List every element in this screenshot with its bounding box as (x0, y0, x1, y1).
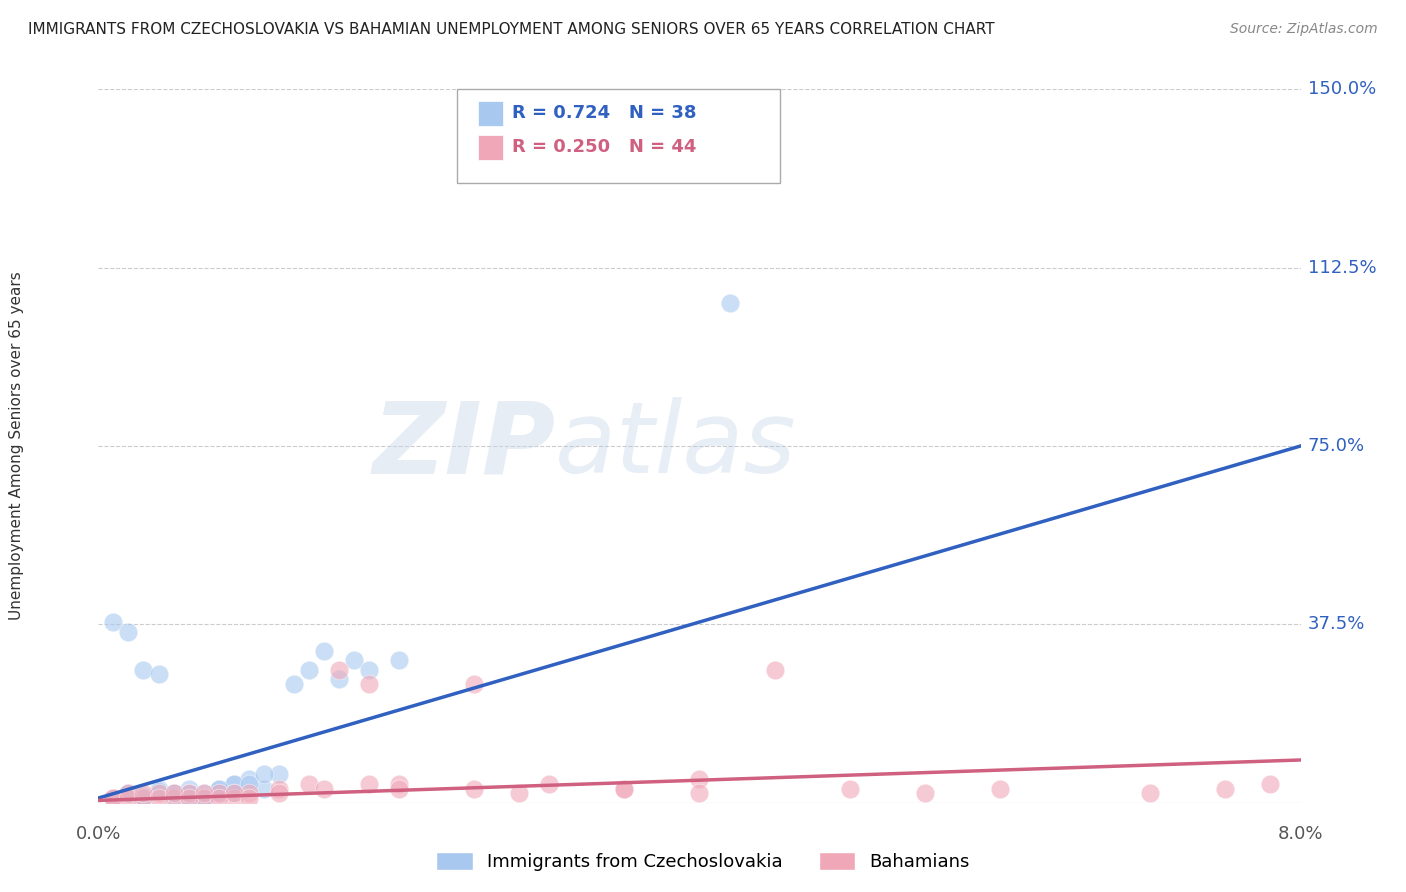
Legend: Immigrants from Czechoslovakia, Bahamians: Immigrants from Czechoslovakia, Bahamian… (429, 845, 977, 879)
Point (267, 767, 290, 781)
Text: 37.5%: 37.5% (1308, 615, 1365, 633)
Point (193, 791, 215, 805)
Point (1139, 786, 1161, 800)
Point (312, 781, 335, 796)
Point (763, 663, 786, 677)
Point (148, 786, 170, 800)
Point (613, 781, 636, 796)
Point (117, 786, 139, 800)
Point (222, 791, 245, 805)
Point (253, 781, 276, 796)
Point (463, 781, 485, 796)
Point (343, 653, 366, 667)
Point (718, 296, 741, 310)
Text: 8.0%: 8.0% (1278, 825, 1323, 843)
Point (193, 791, 215, 805)
Point (538, 777, 561, 791)
Point (103, 615, 125, 629)
Point (208, 786, 231, 800)
Point (357, 677, 380, 691)
Point (162, 786, 184, 800)
Point (267, 786, 290, 800)
Point (688, 772, 710, 786)
Point (177, 786, 200, 800)
Point (177, 791, 200, 805)
Point (838, 781, 860, 796)
Point (193, 786, 215, 800)
Text: 0.0%: 0.0% (76, 825, 121, 843)
Point (132, 789, 155, 803)
Point (613, 781, 636, 796)
Point (117, 786, 139, 800)
Point (1215, 781, 1237, 796)
Point (103, 791, 125, 805)
Point (117, 624, 139, 639)
Text: 112.5%: 112.5% (1308, 259, 1376, 277)
Point (148, 791, 170, 805)
Point (162, 789, 184, 803)
Point (132, 791, 155, 805)
Point (193, 791, 215, 805)
Point (148, 667, 170, 681)
Point (253, 767, 276, 781)
Point (132, 786, 155, 800)
Point (208, 791, 231, 805)
Point (132, 791, 155, 805)
Point (208, 786, 231, 800)
Point (103, 791, 125, 805)
Point (298, 663, 321, 677)
Point (208, 781, 231, 796)
Point (222, 786, 245, 800)
Point (238, 786, 260, 800)
Point (162, 791, 184, 805)
Point (283, 677, 305, 691)
Point (162, 786, 184, 800)
Point (298, 777, 321, 791)
Point (132, 663, 155, 677)
Point (103, 791, 125, 805)
Point (388, 781, 411, 796)
Point (463, 677, 485, 691)
Point (914, 786, 936, 800)
Point (357, 777, 380, 791)
Text: R = 0.250   N = 44: R = 0.250 N = 44 (512, 138, 696, 156)
Point (267, 781, 290, 796)
Point (328, 672, 350, 686)
Point (688, 786, 710, 800)
Point (117, 786, 139, 800)
Point (117, 791, 139, 805)
Point (388, 653, 411, 667)
Text: atlas: atlas (555, 398, 797, 494)
Point (208, 781, 231, 796)
Point (222, 777, 245, 791)
Point (238, 777, 260, 791)
Text: Source: ZipAtlas.com: Source: ZipAtlas.com (1230, 22, 1378, 37)
Point (357, 663, 380, 677)
Point (312, 643, 335, 657)
Point (148, 784, 170, 798)
Point (388, 777, 411, 791)
Text: R = 0.724   N = 38: R = 0.724 N = 38 (512, 104, 696, 122)
Point (222, 786, 245, 800)
Text: ZIP: ZIP (373, 398, 555, 494)
Point (328, 663, 350, 677)
Point (148, 781, 170, 796)
Point (162, 786, 184, 800)
Point (177, 786, 200, 800)
Text: 75.0%: 75.0% (1308, 437, 1365, 455)
Point (177, 791, 200, 805)
Point (222, 777, 245, 791)
Point (1260, 777, 1282, 791)
Text: 150.0%: 150.0% (1308, 80, 1376, 98)
Text: Unemployment Among Seniors over 65 years: Unemployment Among Seniors over 65 years (10, 272, 24, 620)
Text: IMMIGRANTS FROM CZECHOSLOVAKIA VS BAHAMIAN UNEMPLOYMENT AMONG SENIORS OVER 65 YE: IMMIGRANTS FROM CZECHOSLOVAKIA VS BAHAMI… (28, 22, 995, 37)
Point (988, 781, 1011, 796)
Point (193, 786, 215, 800)
Point (238, 772, 260, 786)
Point (238, 791, 260, 805)
Point (508, 786, 530, 800)
Point (177, 781, 200, 796)
